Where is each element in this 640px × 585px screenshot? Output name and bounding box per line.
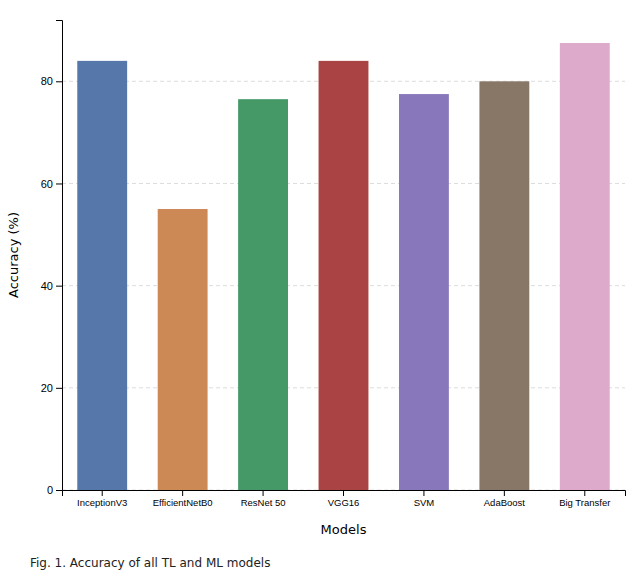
y-tick-label: 60 (41, 177, 53, 189)
plot: 0 20 40 60 80 InceptionV3 EfficientNetB0 ResNet… (41, 21, 626, 508)
caption: Fig. 1. Accuracy of all TL and ML models (30, 556, 270, 570)
x-axis-title: Models (321, 522, 367, 537)
y-tick-mark (56, 81, 62, 82)
y-tick-label: 40 (41, 280, 53, 292)
bar (77, 61, 127, 490)
bars (77, 43, 609, 490)
x-tick-mark (584, 490, 585, 496)
y-tick-label: 0 (47, 484, 53, 496)
bar (319, 61, 369, 490)
x-tick-label: ResNet 50 (241, 497, 286, 508)
x-tick-label: SVM (414, 497, 435, 508)
x-tick-label: AdaBoost (484, 497, 526, 508)
x-axis: InceptionV3 EfficientNetB0 ResNet 50 VGG16 S… (63, 490, 626, 508)
y-tick: 40 (41, 280, 62, 292)
y-axis: 0 20 40 60 80 (41, 21, 63, 497)
chart: 0 20 40 60 80 InceptionV3 EfficientNetB0 ResNet… (0, 0, 640, 585)
y-tick-mark (56, 388, 62, 389)
x-tick: Big Transfer (559, 490, 610, 508)
y-tick: 60 (41, 177, 62, 189)
y-axis-title: Accuracy (%) (6, 212, 21, 298)
x-tick-mark (182, 490, 183, 496)
bar (399, 94, 449, 490)
y-tick: 80 (41, 75, 62, 87)
x-tick-mark (343, 490, 344, 496)
y-tick: 20 (41, 382, 62, 394)
bar (158, 209, 208, 490)
y-tick: 0 (47, 484, 62, 496)
y-tick-mark (56, 286, 62, 287)
x-tick: AdaBoost (484, 490, 526, 508)
x-tick-label: VGG16 (328, 497, 360, 508)
y-tick-label: 80 (41, 75, 53, 87)
x-tick: SVM (414, 490, 435, 508)
y-axis-line (56, 21, 63, 491)
x-tick: InceptionV3 (77, 490, 127, 508)
bar (479, 81, 529, 490)
x-tick-mark (263, 490, 264, 496)
bar (238, 99, 288, 490)
x-tick-label: EfficientNetB0 (153, 497, 213, 508)
y-tick-mark (56, 490, 62, 491)
x-axis-line (63, 491, 626, 497)
x-tick-label: Big Transfer (559, 497, 610, 508)
x-tick-mark (504, 490, 505, 496)
y-tick-label: 20 (41, 382, 53, 394)
x-tick-mark (423, 490, 424, 496)
x-tick: ResNet 50 (241, 490, 286, 508)
x-tick-label: InceptionV3 (77, 497, 127, 508)
x-tick: EfficientNetB0 (153, 490, 213, 508)
y-tick-mark (56, 183, 62, 184)
x-tick: VGG16 (328, 490, 360, 508)
bar (560, 43, 610, 490)
x-tick-mark (102, 490, 103, 496)
